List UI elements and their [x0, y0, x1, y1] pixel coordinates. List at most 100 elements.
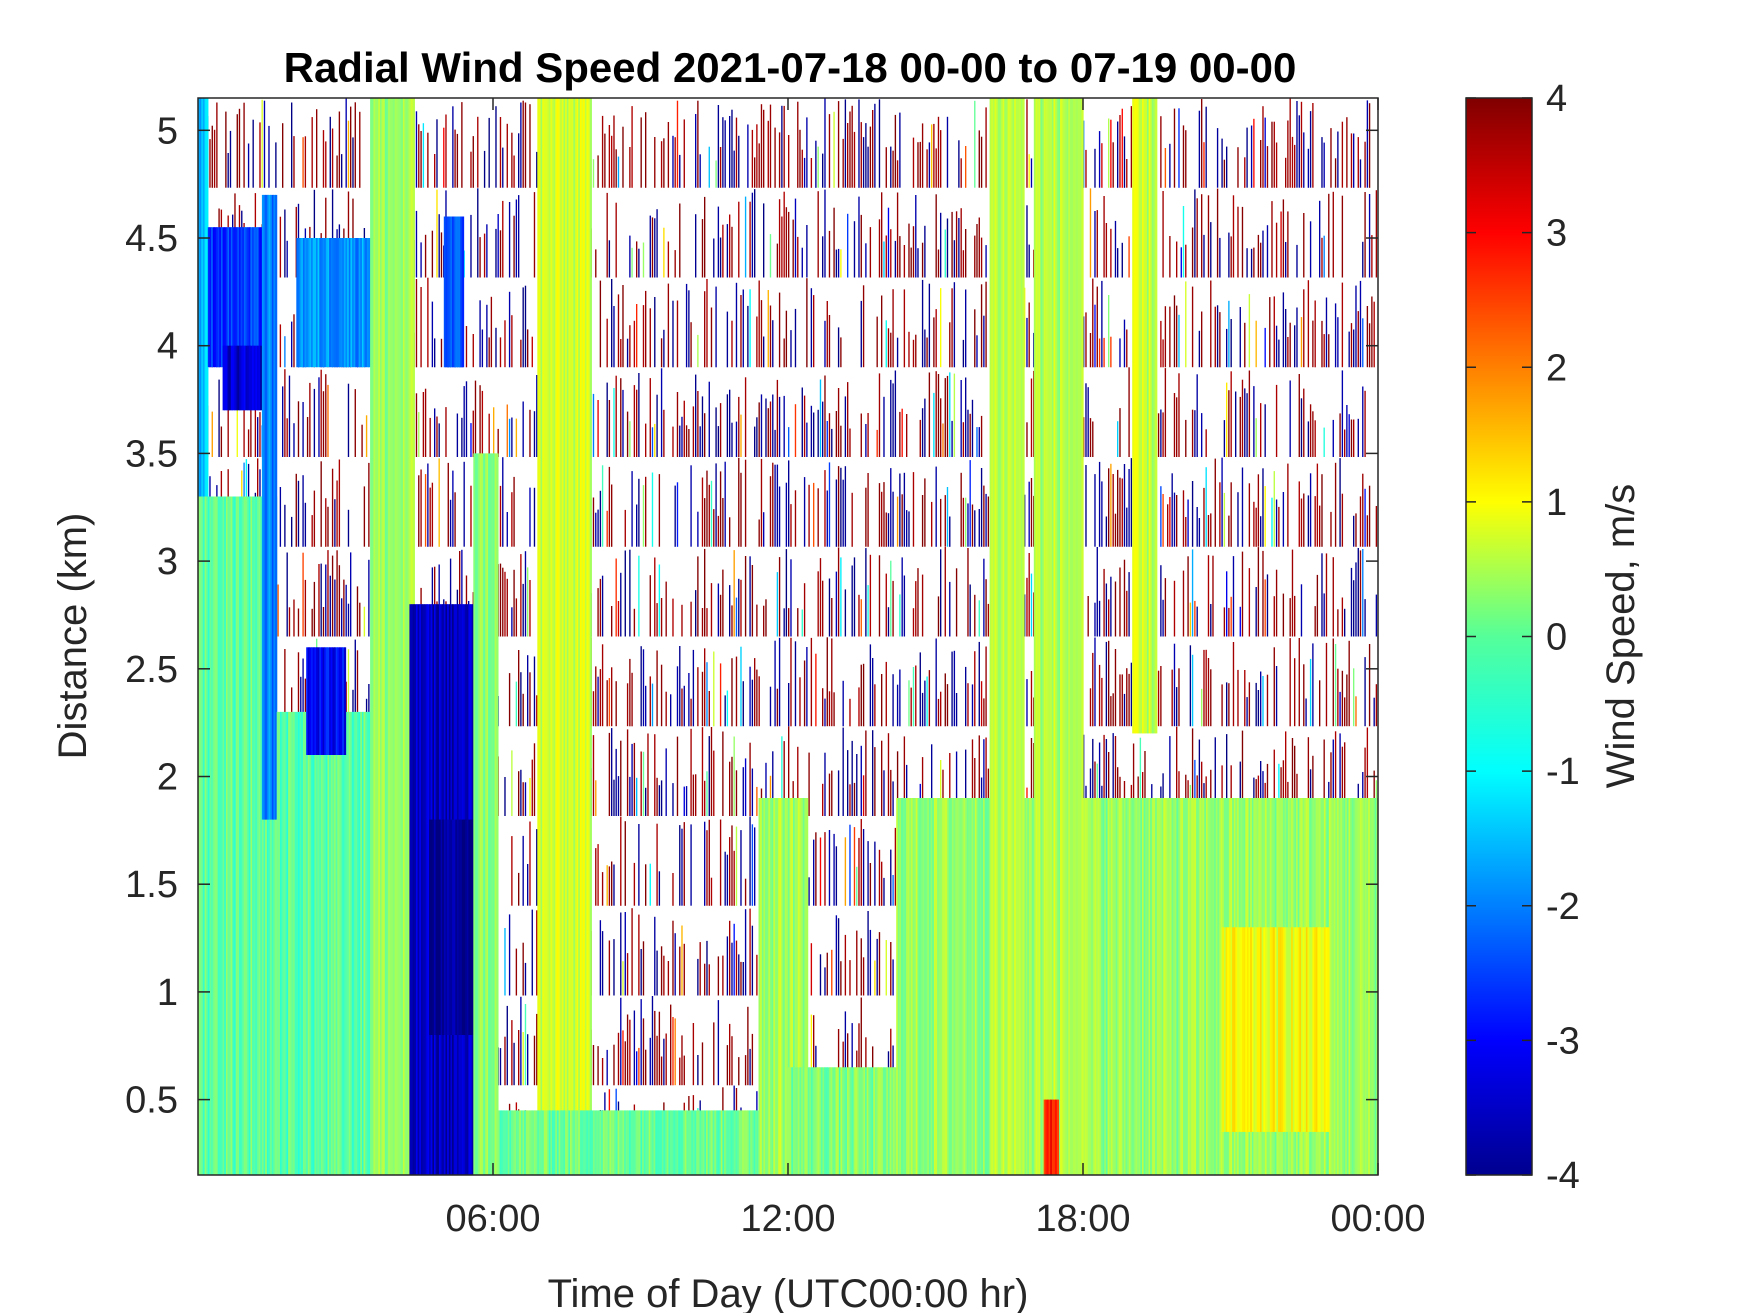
noise-cell — [983, 698, 985, 727]
noise-cell — [729, 761, 731, 816]
noise-cell — [774, 464, 776, 547]
heatmap-cell — [456, 216, 460, 368]
noise-cell — [497, 428, 499, 457]
heatmap-cell — [450, 216, 453, 368]
noise-cell — [781, 736, 783, 816]
heatmap-cell — [391, 98, 394, 1175]
noise-cell — [744, 556, 747, 637]
noise-cell — [890, 769, 892, 816]
noise-cell — [731, 109, 733, 188]
noise-cell — [965, 497, 967, 547]
heatmap-cell — [537, 98, 540, 1175]
noise-cell — [1028, 553, 1030, 637]
heatmap-cell — [1071, 98, 1074, 1175]
noise-cell — [1341, 282, 1344, 368]
heatmap-cell — [1302, 927, 1305, 1132]
heatmap-cell — [692, 1110, 696, 1175]
heatmap-cell — [268, 496, 271, 1175]
noise-cell — [833, 111, 835, 188]
noise-cell — [885, 235, 887, 278]
heatmap-cell — [312, 711, 315, 1175]
noise-cell — [654, 297, 656, 368]
noise-cell — [1098, 338, 1101, 368]
heatmap-cell — [542, 1110, 545, 1175]
heatmap-cell — [522, 1110, 525, 1175]
noise-cell — [1103, 568, 1105, 637]
heatmap-cell — [335, 238, 338, 368]
noise-cell — [1262, 771, 1264, 816]
heatmap-cell — [561, 1110, 565, 1175]
noise-cell — [676, 666, 679, 727]
noise-cell — [636, 389, 638, 457]
noise-cell — [835, 411, 838, 457]
noise-cell — [334, 579, 336, 637]
noise-cell — [697, 1055, 699, 1086]
noise-cell — [334, 499, 336, 547]
noise-cell — [1312, 103, 1314, 188]
noise-cell — [937, 596, 940, 637]
heatmap-cell — [348, 238, 352, 368]
heatmap-cell — [488, 453, 491, 1175]
heatmap-cell — [470, 819, 473, 1035]
noise-cell — [313, 189, 316, 278]
noise-cell — [636, 504, 638, 547]
noise-cell — [638, 555, 640, 637]
noise-cell — [1294, 745, 1296, 816]
noise-cell — [1255, 320, 1257, 368]
noise-cell — [749, 742, 751, 816]
noise-cell — [890, 849, 892, 906]
noise-cell — [1264, 327, 1266, 368]
noise-cell — [1098, 600, 1101, 637]
noise-cell — [275, 142, 277, 188]
noise-cell — [434, 408, 436, 457]
heatmap-cell — [573, 98, 576, 1175]
noise-cell — [316, 109, 318, 188]
heatmap-cell — [796, 1067, 799, 1175]
heatmap-cell — [920, 798, 923, 1175]
heatmap-cell — [1035, 98, 1038, 1175]
heatmap-cell — [237, 345, 240, 411]
heatmap-cell — [360, 238, 363, 368]
noise-cell — [1216, 188, 1219, 278]
heatmap-cell — [334, 647, 337, 755]
heatmap-cell — [1346, 798, 1350, 1175]
noise-cell — [822, 236, 824, 278]
noise-cell — [291, 321, 293, 368]
noise-cell — [960, 472, 962, 547]
heatmap-cell — [704, 1110, 707, 1175]
heatmap-cell — [360, 711, 363, 1175]
noise-cell — [1364, 599, 1366, 637]
heatmap-cell — [1145, 98, 1148, 734]
noise-cell — [876, 938, 878, 996]
noise-cell — [608, 466, 611, 547]
heatmap-cell — [525, 1110, 529, 1175]
noise-cell — [1262, 676, 1264, 727]
noise-cell — [944, 673, 946, 727]
noise-cell — [822, 688, 824, 727]
heatmap-cell — [363, 711, 366, 1175]
noise-cell — [434, 154, 436, 188]
noise-cell — [345, 584, 347, 637]
heatmap-cell — [1045, 1099, 1048, 1175]
noise-cell — [803, 660, 806, 727]
noise-cell — [536, 695, 538, 727]
heatmap-cell — [343, 711, 347, 1175]
noise-cell — [921, 574, 924, 637]
noise-cell — [1291, 738, 1294, 816]
noise-cell — [824, 752, 826, 816]
noise-cell — [901, 557, 903, 637]
noise-cell — [940, 288, 942, 368]
noise-cell — [974, 651, 976, 727]
heatmap-cell — [384, 98, 388, 1175]
heatmap-cell — [243, 345, 247, 411]
noise-cell — [672, 426, 674, 457]
heatmap-cell — [1078, 98, 1081, 1175]
heatmap-cell — [1133, 98, 1137, 734]
noise-cell — [778, 199, 781, 278]
noise-cell — [1108, 118, 1110, 188]
noise-cell — [824, 967, 826, 996]
noise-cell — [681, 925, 683, 996]
noise-cell — [824, 698, 826, 727]
heatmap-cell — [296, 711, 299, 1175]
noise-cell — [1362, 473, 1364, 547]
